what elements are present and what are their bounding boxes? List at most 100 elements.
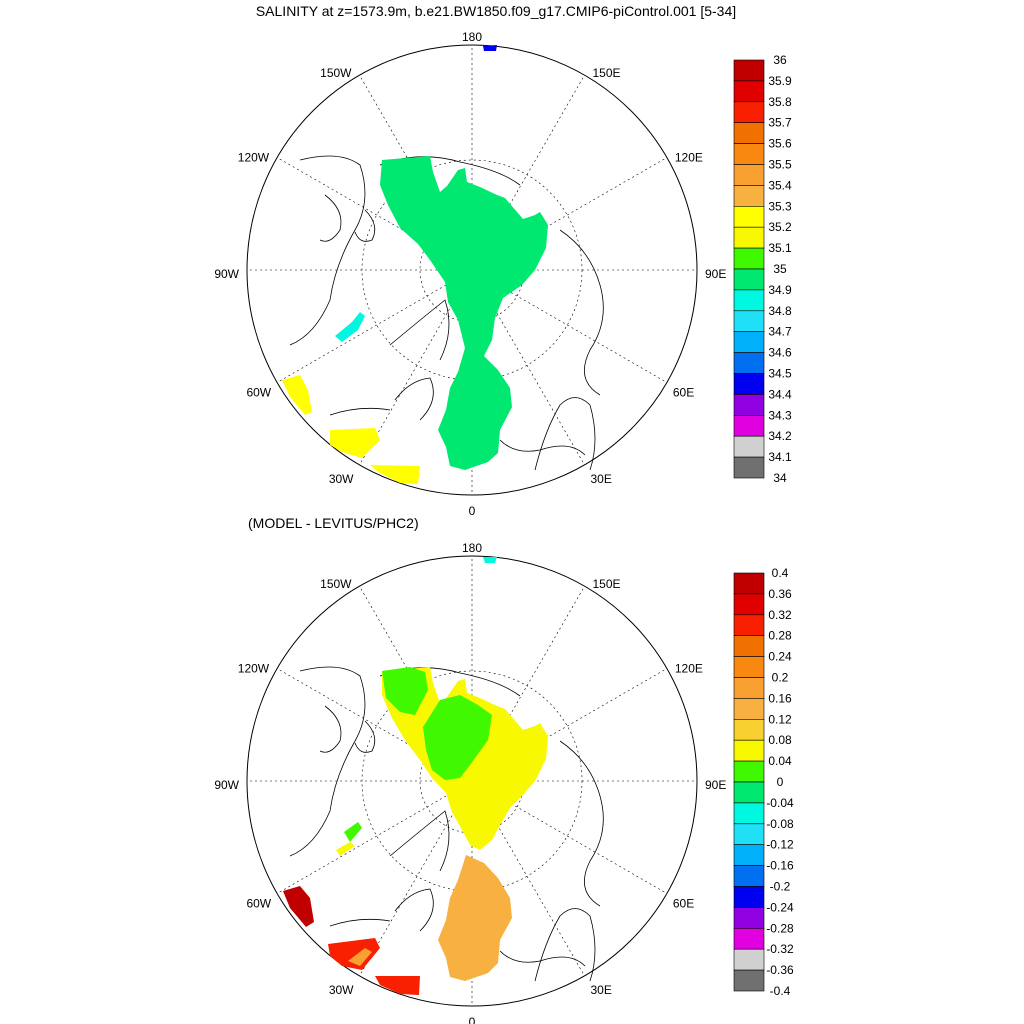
- colorbar-tick-label: -0.16: [766, 859, 794, 873]
- colorbar-swatch: [733, 886, 765, 908]
- longitude-label: 150E: [593, 577, 621, 591]
- colorbar-tick-label: 0.08: [768, 733, 792, 747]
- colorbar-swatch: [733, 268, 765, 291]
- longitude-label: 120E: [675, 662, 703, 676]
- colorbar-tick-label: 35.8: [768, 95, 792, 109]
- colorbar-tick-label: 35.9: [768, 74, 792, 88]
- colorbar-swatch: [733, 414, 765, 437]
- colorbar-tick-label: 35: [773, 262, 787, 276]
- colorbar-swatch: [733, 781, 765, 804]
- longitude-label: 150W: [320, 66, 352, 80]
- colorbar-tick-label: -0.32: [766, 942, 794, 956]
- colorbar-swatch: [733, 164, 765, 186]
- colorbar-tick-label: 35.1: [768, 241, 792, 255]
- chart-1-regions: [282, 45, 548, 484]
- colorbar-swatch: [733, 969, 765, 992]
- colorbar-tick-label: 35.2: [768, 220, 792, 234]
- colorbar-tick-label: 0.12: [768, 712, 792, 726]
- longitude-label: 0: [469, 1015, 476, 1024]
- colorbar-swatch: [733, 435, 765, 458]
- colorbar-swatch: [733, 122, 765, 144]
- chart-2-region-baffin-anomaly: [344, 822, 362, 842]
- colorbar-swatch: [733, 247, 765, 270]
- chart-2-region-baffin-yellow: [336, 842, 355, 856]
- colorbar-swatch: [733, 352, 765, 374]
- colorbar-tick-label: 0.04: [768, 754, 792, 768]
- colorbar-swatch: [733, 80, 765, 103]
- colorbar-swatch: [733, 865, 765, 887]
- chart-2-map: 180 150E 120E 90E 60E 30E 0 30W 60W 90W 120W 150W: [214, 541, 726, 1024]
- colorbar-tick-label: 0.4: [772, 566, 789, 580]
- colorbar-tick-label: -0.08: [766, 817, 794, 831]
- colorbar-tick-label: 0.36: [768, 587, 792, 601]
- colorbar-tick-label: 35.4: [768, 178, 792, 192]
- chart-2-colorbar: 0.4 0.36 0.32 0.28 0.24 0.2 0.16 0.12 0.08 0.04 0 -…: [733, 566, 794, 998]
- colorbar-swatch: [733, 698, 765, 720]
- colorbar-tick-label: 0.24: [768, 650, 792, 664]
- chart-1-colorbar: 36 35.9 35.8 35.7 35.6 35.5 35.4 35.3 35.2 35.1 35…: [733, 53, 792, 485]
- colorbar-swatch: [733, 760, 765, 783]
- longitude-label: 150E: [593, 66, 621, 80]
- colorbar-swatch: [733, 226, 765, 249]
- colorbar-tick-label: 0.28: [768, 629, 792, 643]
- longitude-label: 90W: [214, 778, 239, 792]
- chart-2-region-pacific-sliver: [483, 557, 497, 563]
- longitude-label: 180: [462, 541, 482, 555]
- chart-2-longitude-labels: 180 150E 120E 90E 60E 30E 0 30W 60W 90W 120W 150W: [214, 541, 726, 1024]
- colorbar-swatch: [733, 823, 765, 845]
- longitude-label: 30E: [591, 472, 612, 486]
- longitude-label: 60E: [673, 897, 694, 911]
- colorbar-tick-label: 34.2: [768, 429, 792, 443]
- longitude-label: 90W: [214, 267, 239, 281]
- colorbar-tick-label: 34: [773, 471, 787, 485]
- longitude-label: 60W: [246, 386, 271, 400]
- colorbar-tick-label: -0.28: [766, 921, 794, 935]
- chart-2-region-positive-anomaly-band: [382, 667, 428, 715]
- chart-1-map: 180 150E 120E 90E 60E 30E 0 30W 60W 90W 120W 150W: [214, 30, 726, 518]
- longitude-label: 30W: [329, 472, 354, 486]
- colorbar-tick-label: 35.7: [768, 116, 792, 130]
- colorbar-swatch: [733, 718, 765, 741]
- colorbar-tick-label: -0.04: [766, 796, 794, 810]
- colorbar-tick-label: 0: [777, 775, 784, 789]
- colorbar-tick-label: -0.12: [766, 838, 794, 852]
- colorbar-swatch: [733, 310, 765, 332]
- colorbar-swatch: [733, 394, 765, 416]
- colorbar-swatch: [733, 844, 765, 866]
- colorbar-swatch: [733, 331, 765, 353]
- colorbar-swatch: [733, 143, 765, 165]
- chart-1-region-baffin-bay: [335, 312, 365, 342]
- colorbar-tick-label: 34.1: [768, 450, 792, 464]
- longitude-label: 60W: [246, 897, 271, 911]
- chart-1-region-pacific-sliver: [483, 45, 497, 51]
- chart-1-longitude-labels: 180 150E 120E 90E 60E 30E 0 30W 60W 90W 120W 150W: [214, 30, 726, 518]
- colorbar-tick-label: 36: [773, 53, 787, 67]
- longitude-label: 30E: [591, 983, 612, 997]
- longitude-label: 120E: [675, 151, 703, 165]
- colorbar-tick-label: -0.36: [766, 963, 794, 977]
- longitude-label: 90E: [705, 778, 726, 792]
- chart-2-regions: [283, 557, 548, 995]
- colorbar-swatch: [733, 593, 765, 616]
- colorbar-tick-label: -0.4: [770, 984, 791, 998]
- colorbar-tick-label: -0.24: [766, 900, 794, 914]
- colorbar-swatch: [733, 635, 765, 657]
- colorbar-swatch: [733, 677, 765, 699]
- colorbar-swatch: [733, 373, 765, 395]
- chart-2-region-north-atlantic-west: [328, 938, 380, 970]
- chart-2-title: (MODEL - LEVITUS/PHC2): [248, 515, 419, 531]
- colorbar-swatch: [733, 185, 765, 207]
- colorbar-tick-label: 0.32: [768, 608, 792, 622]
- colorbar-tick-label: -0.2: [770, 880, 791, 894]
- colorbar-tick-label: 34.5: [768, 367, 792, 381]
- longitude-label: 150W: [320, 577, 352, 591]
- chart-2-region-ridge-anomaly: [423, 695, 492, 780]
- colorbar-tick-label: 35.6: [768, 137, 792, 151]
- colorbar-tick-label: 34.9: [768, 283, 792, 297]
- colorbar-tick-label: 0.16: [768, 691, 792, 705]
- colorbar-swatch: [733, 907, 765, 929]
- colorbar-tick-label: 34.4: [768, 387, 792, 401]
- longitude-label: 90E: [705, 267, 726, 281]
- longitude-label: 30W: [329, 983, 354, 997]
- colorbar-tick-label: 34.3: [768, 408, 792, 422]
